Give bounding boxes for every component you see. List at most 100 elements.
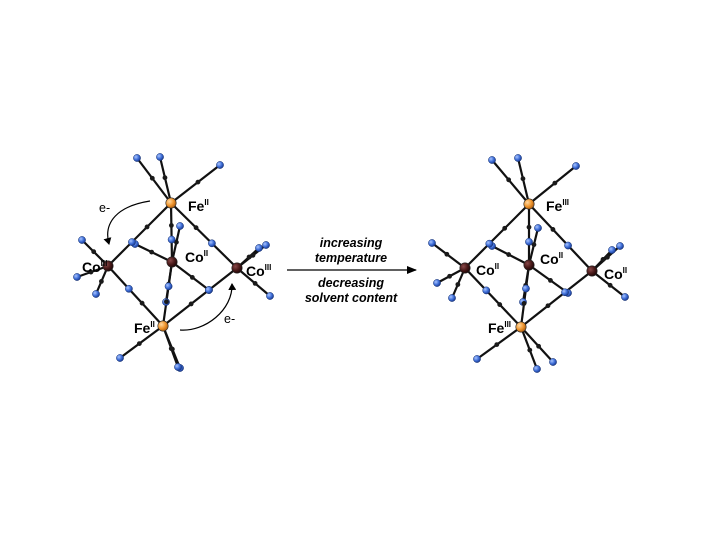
right-carbon-atom bbox=[552, 180, 558, 186]
left-bridge-carbon bbox=[139, 300, 145, 306]
right-bridge-carbon bbox=[521, 301, 527, 306]
left-carbon-atom bbox=[246, 254, 252, 260]
left-bridge-nitrogen bbox=[167, 235, 176, 244]
right-fe-top-label: FeIII bbox=[546, 198, 569, 214]
left-nitrogen-atom bbox=[216, 161, 224, 169]
electron-label-1: e- bbox=[99, 201, 110, 215]
left-carbon-atom bbox=[189, 275, 195, 280]
right-nitrogen-atom bbox=[514, 154, 522, 162]
left-nitrogen-atom bbox=[176, 222, 184, 230]
right-bridge-carbon bbox=[526, 224, 532, 230]
left-nitrogen-atom bbox=[156, 153, 164, 161]
condition-below-line-2: solvent content bbox=[305, 291, 398, 305]
left-co-right-label: CoIII bbox=[246, 263, 271, 279]
left-bridge-carbon bbox=[164, 299, 169, 305]
left-carbon-atom bbox=[162, 175, 168, 181]
left-bridge-bond bbox=[107, 202, 172, 267]
left-ligand-bond bbox=[170, 164, 221, 204]
left-carbon-atom bbox=[149, 249, 155, 255]
left-bridge-nitrogen bbox=[208, 239, 216, 248]
left-bridge-bond bbox=[162, 267, 238, 327]
right-feT-iron-atom bbox=[523, 198, 535, 210]
left-bridge-carbon bbox=[144, 224, 150, 230]
right-bridge-nitrogen bbox=[522, 284, 530, 293]
right-bridge-nitrogen bbox=[525, 237, 533, 246]
left-nitrogen-atom bbox=[133, 154, 141, 162]
right-ligand-bond bbox=[476, 326, 522, 360]
electron-label-2: e- bbox=[224, 312, 235, 326]
left-nitrogen-atom bbox=[174, 363, 182, 371]
right-bridge-nitrogen bbox=[485, 239, 494, 248]
left-bridge-bond bbox=[169, 202, 174, 263]
left-nitrogen-atom bbox=[73, 273, 81, 281]
right-carbon-atom bbox=[527, 347, 533, 353]
right-nitrogen-atom bbox=[621, 293, 629, 301]
right-ligand-bond bbox=[528, 264, 569, 294]
right-bridge-nitrogen bbox=[561, 288, 569, 297]
left-feB-iron-atom bbox=[157, 320, 169, 332]
left-cluster bbox=[73, 153, 274, 372]
left-ligand-bond bbox=[136, 157, 172, 204]
left-bridge-carbon bbox=[188, 301, 194, 307]
left-carbon-atom bbox=[250, 252, 256, 258]
left-atoms bbox=[73, 153, 274, 372]
right-cluster bbox=[428, 154, 629, 373]
right-bridge-carbon bbox=[545, 303, 551, 309]
right-carbon-atom bbox=[548, 278, 553, 283]
right-carbon-atom bbox=[607, 282, 613, 288]
electron-transfer-arrow-1 bbox=[103, 200, 151, 245]
right-carbon-atom bbox=[506, 177, 512, 183]
right-bridge-carbon bbox=[502, 225, 508, 231]
left-bridge-nitrogen bbox=[164, 282, 173, 291]
right-feB-iron-atom bbox=[515, 321, 527, 333]
right-carbon-atom bbox=[455, 282, 461, 287]
left-co-center-label: CoII bbox=[185, 249, 208, 265]
left-fe-top-label: FeII bbox=[188, 198, 209, 214]
right-ligand-bond bbox=[491, 159, 530, 205]
right-bridge-bond bbox=[464, 203, 530, 269]
right-bridge-nitrogen bbox=[482, 286, 491, 295]
left-carbon-atom bbox=[136, 341, 142, 346]
left-feT-iron-atom bbox=[165, 197, 177, 209]
left-carbon-atom bbox=[88, 269, 94, 275]
right-bonds bbox=[431, 157, 626, 370]
left-bridge-bond bbox=[161, 261, 174, 327]
right-bridge-bond bbox=[464, 267, 522, 328]
right-nitrogen-atom bbox=[488, 156, 496, 164]
left-carbon-atom bbox=[91, 249, 97, 255]
right-carbon-atom bbox=[536, 343, 541, 349]
left-carbon-atom bbox=[99, 279, 104, 284]
condition-above-line-1: increasing bbox=[320, 236, 383, 250]
left-nitrogen-atom bbox=[92, 290, 100, 298]
right-carbon-atom bbox=[447, 273, 452, 279]
right-co-center-label: CoII bbox=[540, 251, 563, 267]
right-bridge-carbon bbox=[497, 302, 503, 307]
left-carbon-atom bbox=[174, 239, 179, 245]
right-coR-cobalt-atom bbox=[586, 265, 598, 277]
right-nitrogen-atom bbox=[572, 162, 580, 170]
left-coR-cobalt-atom bbox=[231, 262, 243, 274]
left-co-left-label: CoIII bbox=[82, 259, 107, 275]
right-nitrogen-atom bbox=[473, 355, 481, 363]
left-carbon-atom bbox=[149, 175, 155, 181]
right-co-right-label: CoII bbox=[604, 266, 627, 282]
right-carbon-atom bbox=[506, 252, 512, 257]
left-fe-bottom-label: FeII bbox=[134, 320, 155, 336]
right-nitrogen-atom bbox=[448, 294, 456, 302]
right-carbon-atom bbox=[531, 242, 537, 248]
right-bridge-bond bbox=[520, 270, 593, 328]
left-nitrogen-atom bbox=[78, 236, 86, 244]
electron-transfer-arrow-2 bbox=[179, 283, 237, 331]
right-ligand-bond bbox=[528, 165, 577, 205]
right-bridge-nitrogen bbox=[564, 241, 572, 250]
right-coC-cobalt-atom bbox=[523, 259, 535, 271]
right-atoms bbox=[428, 154, 629, 373]
left-coL-cobalt-atom bbox=[102, 260, 114, 272]
left-bridge-carbon bbox=[193, 225, 199, 231]
right-carbon-atom bbox=[605, 254, 610, 260]
left-bridge-bond bbox=[107, 265, 164, 327]
right-bridge-bond bbox=[519, 264, 531, 328]
right-fe-bottom-label: FeIII bbox=[488, 320, 511, 336]
right-carbon-atom bbox=[600, 257, 606, 262]
left-bridge-nitrogen bbox=[125, 284, 133, 293]
